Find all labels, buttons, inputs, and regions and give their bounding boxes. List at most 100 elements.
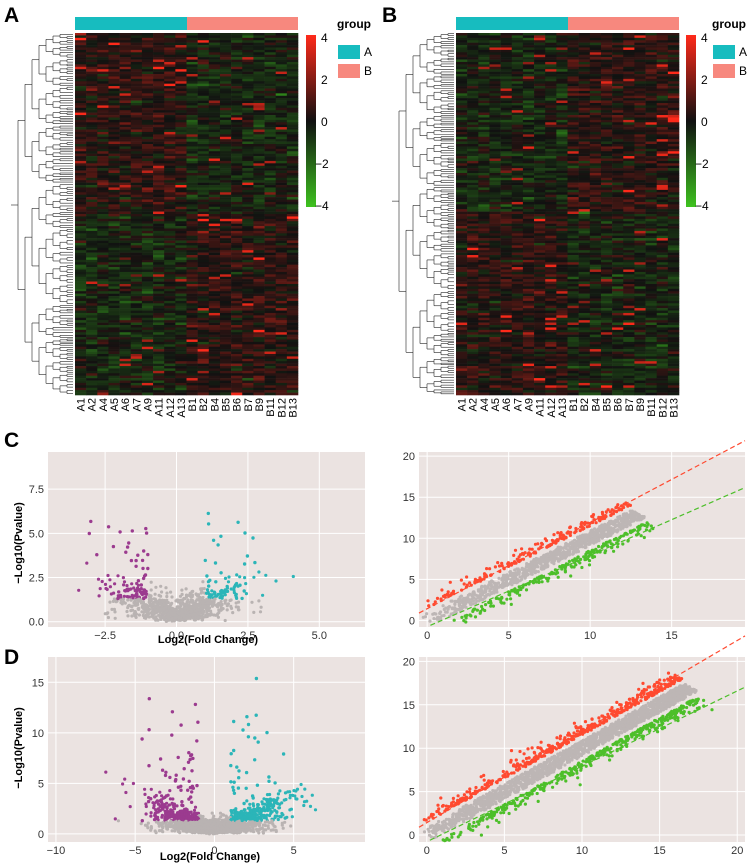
heatmap-cell: [197, 356, 210, 360]
heatmap-cell: [153, 296, 165, 299]
heatmap-cell: [175, 88, 187, 92]
heatmap-cell: [108, 310, 120, 314]
heatmap-cell: [75, 283, 87, 287]
heatmap-cell: [153, 115, 165, 118]
heatmap-cell: [522, 42, 535, 46]
heatmap-cell: [175, 110, 187, 113]
heatmap-cell: [231, 105, 243, 109]
heatmap-cell: [253, 74, 265, 77]
heatmap-cell: [197, 312, 210, 316]
heatmap-cell: [197, 153, 210, 157]
heatmap-cell: [242, 368, 254, 372]
heatmap-cell: [242, 131, 254, 135]
heatmap-cell: [141, 33, 154, 36]
heatmap-cell: [175, 165, 187, 169]
heatmap-cell: [231, 235, 243, 239]
heatmap-cell: [153, 170, 165, 174]
heatmap-cell: [175, 230, 187, 234]
heatmap-cell: [197, 274, 210, 278]
heatmap-cell: [231, 283, 243, 287]
heatmap-cell: [119, 35, 132, 39]
heatmap-cell: [153, 392, 165, 396]
heatmap-cell: [86, 385, 98, 389]
heatmap-cell: [478, 134, 490, 138]
heatmap-cell: [286, 45, 299, 48]
heatmap-cell: [208, 264, 221, 268]
heatmap-cell: [186, 158, 198, 162]
heatmap-cell: [164, 269, 176, 273]
heatmap-cell: [164, 298, 176, 302]
heatmap-cell: [242, 269, 254, 273]
heatmap-cell: [578, 42, 591, 46]
heatmap-cell: [264, 303, 276, 306]
heatmap-cell: [130, 216, 143, 220]
heatmap-cell: [634, 37, 646, 41]
heatmap-cell: [286, 170, 299, 174]
heatmap-cell: [130, 175, 143, 179]
heatmap-cell: [86, 144, 98, 147]
heatmap-cell: [164, 390, 176, 393]
heatmap-cell: [264, 310, 276, 314]
heatmap-cell: [86, 329, 98, 333]
heatmap-cell: [489, 119, 501, 123]
heatmap-cell: [86, 71, 98, 75]
heatmap-cell: [264, 286, 276, 290]
heatmap-cell: [186, 122, 198, 125]
heatmap-cell: [286, 124, 299, 128]
heatmap-cell: [219, 88, 232, 92]
heatmap-cell: [219, 57, 232, 60]
column-label: A9: [143, 398, 155, 411]
heatmap-cell: [231, 361, 243, 364]
heatmap-cell: [253, 255, 265, 258]
heatmap-cell: [175, 378, 187, 381]
heatmap-cell: [545, 117, 557, 121]
heatmap-cell: [264, 175, 276, 179]
heatmap-cell: [600, 81, 613, 84]
heatmap-cell: [153, 288, 165, 292]
heatmap-cell: [612, 52, 624, 56]
heatmap-cell: [75, 33, 87, 36]
heatmap-cell: [478, 102, 490, 106]
heatmap-cell: [197, 382, 210, 386]
heatmap-cell: [175, 235, 187, 239]
heatmap-cell: [253, 271, 265, 275]
heatmap-cell: [456, 107, 468, 111]
heatmap-cell: [545, 59, 557, 63]
heatmap-cell: [275, 315, 288, 319]
heatmap-cell: [86, 216, 98, 220]
heatmap-cell: [242, 74, 254, 77]
heatmap-cell: [612, 119, 624, 123]
heatmap-cell: [164, 356, 176, 360]
heatmap-cell: [231, 312, 243, 316]
heatmap-cell: [645, 131, 657, 135]
heatmap-cell: [275, 156, 288, 159]
heatmap-cell: [108, 346, 120, 350]
heatmap-cell: [86, 52, 98, 56]
heatmap-cell: [108, 59, 120, 63]
panel-label-d: D: [4, 646, 19, 669]
heatmap-cell: [97, 271, 109, 275]
heatmap-cell: [589, 66, 602, 70]
heatmap-cell: [667, 88, 680, 92]
heatmap-cell: [219, 71, 232, 75]
heatmap-cell: [186, 308, 198, 311]
heatmap-cell: [175, 86, 187, 89]
heatmap-cell: [186, 363, 198, 367]
heatmap-cell: [522, 47, 535, 51]
heatmap-cell: [108, 78, 120, 82]
heatmap-cell: [130, 168, 143, 171]
heatmap-cell: [600, 95, 613, 99]
heatmap-cell: [186, 382, 198, 386]
heatmap-cell: [130, 209, 143, 212]
heatmap-cell: [534, 78, 546, 82]
heatmap-cell: [275, 334, 288, 338]
heatmap-cell: [467, 129, 479, 133]
heatmap-cell: [141, 337, 154, 340]
heatmap-cell: [153, 370, 165, 374]
heatmap-cell: [164, 327, 176, 331]
heatmap-cell: [141, 156, 154, 159]
heatmap-cell: [286, 107, 299, 111]
heatmap-cell: [264, 245, 276, 249]
heatmap-cell: [153, 42, 165, 46]
heatmap-cell: [141, 37, 154, 41]
